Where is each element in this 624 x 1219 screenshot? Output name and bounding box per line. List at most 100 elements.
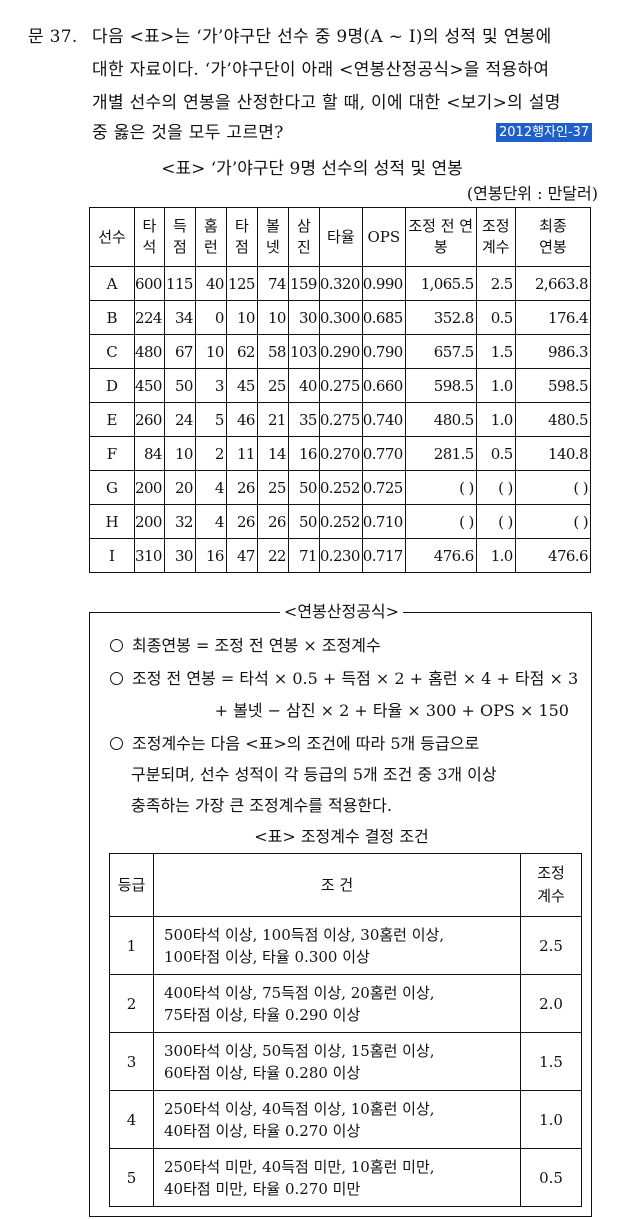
table-cell: 476.6 xyxy=(404,538,477,573)
table-cell: 25 xyxy=(256,470,289,505)
table-cell: 200 xyxy=(134,470,165,505)
table-cell: 22 xyxy=(256,538,289,573)
table-cell: 0.790 xyxy=(361,334,406,369)
table-cell: 0.685 xyxy=(361,300,406,335)
table-cell: 5 xyxy=(194,402,227,437)
question-number: 문 37. xyxy=(28,27,78,47)
table-cell: 30 xyxy=(163,538,196,573)
table-cell: 32 xyxy=(163,504,196,539)
table-cell: 2.5 xyxy=(475,266,516,301)
table-cell: 34 xyxy=(163,300,196,335)
table-cell: 30 xyxy=(287,300,320,335)
table-cell: 67 xyxy=(163,334,196,369)
table-cell: 480 xyxy=(134,334,165,369)
condition-line-2: 100타점 이상, 타율 0.300 이상 xyxy=(164,947,370,966)
table-cell: 4 xyxy=(194,470,227,505)
header-coef: 조정계수 xyxy=(520,853,582,917)
formula-item-2-cont: + 볼넷 − 삼진 × 2 + 타율 × 300 + OPS × 150 xyxy=(214,701,569,720)
condition-line-2: 75타점 이상, 타율 0.290 이상 xyxy=(164,1005,361,1024)
table-cell: 125 xyxy=(225,266,258,301)
table-cell: 200 xyxy=(134,504,165,539)
table-cell: 84 xyxy=(134,436,165,471)
coefficient-conditions-table: 등급 조 건 조정계수 1 500타석 이상, 100득점 이상, 30홈런 이상… xyxy=(109,853,582,1207)
condition-line-1: 300타석 이상, 50득점 이상, 15홈런 이상, xyxy=(164,1041,435,1060)
header-at-bats: 타석 xyxy=(134,207,165,267)
table-row: E 260 24 5 46 21 35 0.275 0.740 480.5 1.0 480.5 xyxy=(89,402,592,437)
table-cell: 986.3 xyxy=(514,334,592,369)
table-cell: 476.6 xyxy=(514,538,592,573)
table-cell: 352.8 xyxy=(404,300,477,335)
coef-cell: 1.0 xyxy=(520,1090,582,1149)
table-cell: 480.5 xyxy=(404,402,477,437)
player-name-cell: D xyxy=(89,368,135,403)
table-cell: 0.230 xyxy=(318,538,363,573)
header-walks: 볼넷 xyxy=(256,207,289,267)
table-cell: 176.4 xyxy=(514,300,592,335)
condition-line-2: 40타점 미만, 타율 0.270 미만 xyxy=(164,1179,361,1198)
table-row: H 200 32 4 26 26 50 0.252 0.710( )( )( ) xyxy=(89,504,592,539)
formula-item-3-line-2: 구분되며, 선수 성적이 각 등급의 5개 조건 중 3개 이상 xyxy=(131,765,497,784)
table-cell: ( ) xyxy=(404,470,477,505)
table-cell: 0.275 xyxy=(318,402,363,437)
table-cell: 0.710 xyxy=(361,504,406,539)
table-cell: 1.0 xyxy=(475,402,516,437)
table-cell: 0.290 xyxy=(318,334,363,369)
player-name-cell: A xyxy=(89,266,135,301)
player-name-cell: H xyxy=(89,504,135,539)
coef-cell: 2.5 xyxy=(520,916,582,975)
table-cell: 1,065.5 xyxy=(404,266,477,301)
table-cell: 0.270 xyxy=(318,436,363,471)
table-cell: 657.5 xyxy=(404,334,477,369)
table-cell: 74 xyxy=(256,266,289,301)
table-cell: 140.8 xyxy=(514,436,592,471)
table-cell: 14 xyxy=(256,436,289,471)
header-strikeouts: 삼진 xyxy=(287,207,320,267)
circle-bullet-icon xyxy=(110,672,123,685)
table-cell: 1.0 xyxy=(475,368,516,403)
table-cell: 2,663.8 xyxy=(514,266,592,301)
table-cell: 0.320 xyxy=(318,266,363,301)
table-cell: 0.717 xyxy=(361,538,406,573)
table-row: A 600 115 40 125 74 159 0.320 0.990 1,065.5 2.5 2,6… xyxy=(89,266,592,301)
table-cell: 115 xyxy=(163,266,196,301)
table-cell: ( ) xyxy=(475,470,516,505)
table-cell: 0.660 xyxy=(361,368,406,403)
table1-unit: (연봉단위 : 만달러) xyxy=(466,184,598,203)
condition-line-1: 400타석 이상, 75득점 이상, 20홈런 이상, xyxy=(164,983,435,1002)
condition-cell: 400타석 이상, 75득점 이상, 20홈런 이상, 75타점 이상, 타율 0… xyxy=(153,974,521,1033)
question-line-1: 다음 <표>는 ‘가’야구단 선수 중 9명(A ~ I)의 성적 및 연봉에 xyxy=(92,27,552,47)
grade-cell: 1 xyxy=(109,916,154,975)
grade-cell: 5 xyxy=(109,1148,154,1207)
table-cell: ( ) xyxy=(475,504,516,539)
condition-cell: 300타석 이상, 50득점 이상, 15홈런 이상, 60타점 이상, 타율 0… xyxy=(153,1032,521,1091)
condition-line-1: 250타석 미만, 40득점 미만, 10홈런 미만, xyxy=(164,1157,435,1176)
table1-header-row: 선수 타석 득점 홈런 타점 볼넷 삼진 타율 OPS 조정 전 연봉 조정계수… xyxy=(89,207,592,267)
table-cell: 25 xyxy=(256,368,289,403)
player-name-cell: B xyxy=(89,300,135,335)
player-name-cell: G xyxy=(89,470,135,505)
table-cell: 480.5 xyxy=(514,402,592,437)
table-row: B 224 34 0 10 10 30 0.300 0.685 352.8 0.5 176.4 xyxy=(89,300,592,335)
condition-line-1: 250타석 이상, 40득점 이상, 10홈런 이상, xyxy=(164,1099,435,1118)
coef-cell: 1.5 xyxy=(520,1032,582,1091)
circle-bullet-icon xyxy=(110,639,123,652)
table-cell: 0.740 xyxy=(361,402,406,437)
table-cell: 0.5 xyxy=(475,300,516,335)
table-cell: 40 xyxy=(194,266,227,301)
table-cell: 0 xyxy=(194,300,227,335)
table-row: 3 300타석 이상, 50득점 이상, 15홈런 이상, 60타점 이상, 타율 … xyxy=(109,1032,582,1091)
header-condition: 조 건 xyxy=(153,853,521,917)
player-stats-table: 선수 타석 득점 홈런 타점 볼넷 삼진 타율 OPS 조정 전 연봉 조정계수… xyxy=(89,207,592,573)
header-coefficient: 조정계수 xyxy=(475,207,516,267)
table-cell: 2 xyxy=(194,436,227,471)
table-cell: 16 xyxy=(194,538,227,573)
grade-cell: 3 xyxy=(109,1032,154,1091)
table-cell: 21 xyxy=(256,402,289,437)
question-line-3: 개별 선수의 연봉을 산정한다고 할 때, 이에 대한 <보기>의 설명 xyxy=(92,93,561,113)
coef-cell: 2.0 xyxy=(520,974,582,1033)
table-cell: 0.275 xyxy=(318,368,363,403)
table-cell: 1.0 xyxy=(475,538,516,573)
table1-caption: <표> ‘가’야구단 9명 선수의 성적 및 연봉 xyxy=(161,159,463,179)
table-cell: 0.252 xyxy=(318,504,363,539)
condition-line-1: 500타석 이상, 100득점 이상, 30홈런 이상, xyxy=(164,925,445,944)
